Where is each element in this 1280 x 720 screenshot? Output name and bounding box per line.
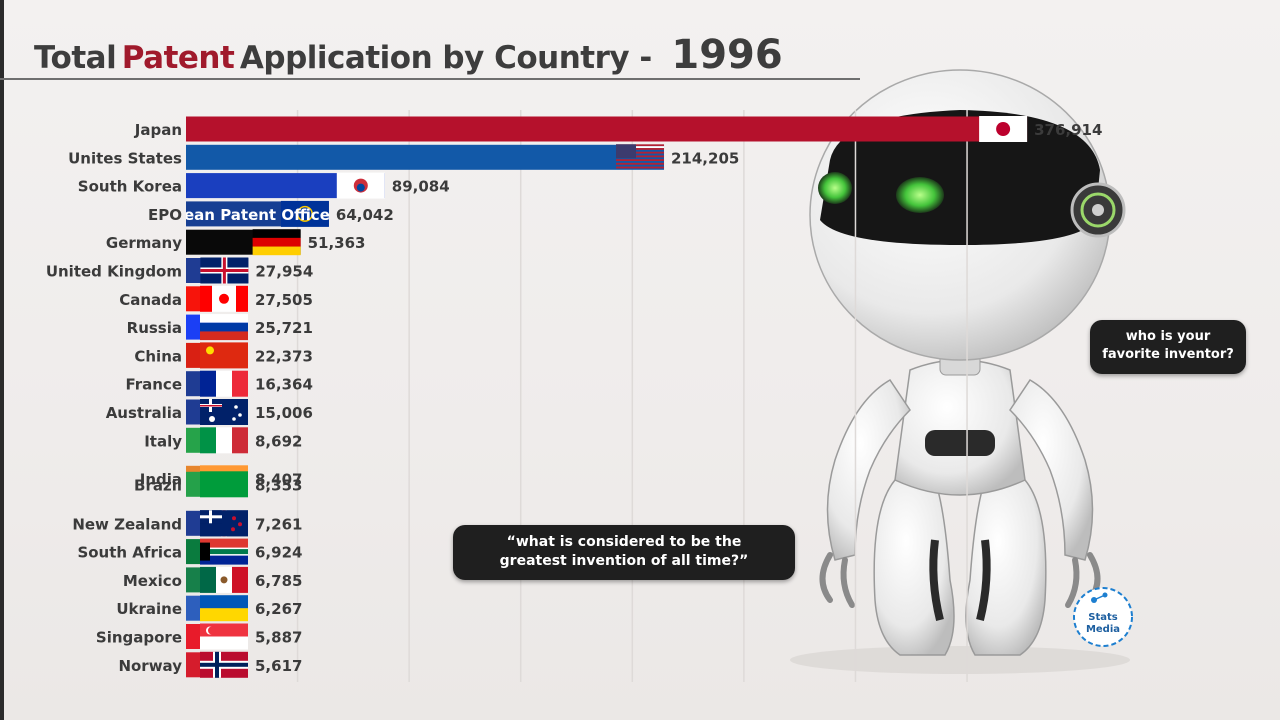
category-label: South Africa xyxy=(77,544,182,562)
country-flag-icon xyxy=(200,651,248,678)
country-flag-icon xyxy=(252,229,301,256)
category-label: Italy xyxy=(144,432,182,450)
category-label: France xyxy=(125,376,182,394)
value-label: 6,267 xyxy=(255,600,302,618)
value-label: 6,785 xyxy=(255,572,302,590)
category-label: Unites States xyxy=(68,149,182,167)
category-label: Mexico xyxy=(123,572,182,590)
value-label: 16,364 xyxy=(255,376,313,394)
stats-media-logo: Stats Media xyxy=(1073,587,1133,647)
category-label: Germany xyxy=(106,234,182,252)
robot-illustration xyxy=(790,69,1130,674)
bubble-text-line: greatest invention of all time?” xyxy=(499,553,749,569)
country-flag-icon xyxy=(200,510,248,537)
country-flag-icon xyxy=(200,566,248,593)
value-label: 5,887 xyxy=(255,629,302,647)
value-label: 22,373 xyxy=(255,347,313,365)
value-label: 27,505 xyxy=(255,291,313,309)
value-label: 25,721 xyxy=(255,319,313,337)
country-flag-icon xyxy=(200,538,248,565)
country-flag-icon xyxy=(200,399,248,425)
country-flag-icon xyxy=(200,285,248,312)
category-label: Norway xyxy=(118,657,182,675)
value-label: 15,006 xyxy=(255,404,313,422)
bar-inline-label: EPOean Patent Office xyxy=(150,206,330,224)
value-label: 7,261 xyxy=(255,515,302,533)
bubble-text-line: favorite inventor? xyxy=(1102,347,1234,362)
country-flag-icon xyxy=(280,200,329,227)
country-flag-icon xyxy=(200,471,248,498)
value-label: 27,954 xyxy=(255,263,313,281)
country-flag-icon xyxy=(200,314,248,341)
country-flag-icon xyxy=(200,370,248,397)
bubble-text-line: who is your xyxy=(1125,329,1211,344)
category-label: Australia xyxy=(106,404,182,422)
title-underline xyxy=(0,78,860,80)
value-label: 5,617 xyxy=(255,657,302,675)
country-flag-icon xyxy=(200,427,248,454)
chart-title: Total Patent Application by Country - 19… xyxy=(34,32,783,82)
value-label: 6,924 xyxy=(255,544,302,562)
category-label: South Korea xyxy=(78,178,182,196)
country-flag-icon xyxy=(200,342,248,369)
title-suffix: Application by Country - xyxy=(239,40,652,76)
category-label: Japan xyxy=(134,121,182,139)
country-flag-icon xyxy=(616,144,665,169)
value-label: 64,042 xyxy=(336,206,394,224)
value-label: 89,084 xyxy=(392,178,450,196)
category-label: India xyxy=(140,470,182,488)
question-bubble-invention: “what is considered to be the greatest i… xyxy=(453,525,795,580)
category-label: New Zealand xyxy=(72,515,182,533)
country-flag-icon xyxy=(200,623,248,650)
country-flag-icon xyxy=(979,116,1028,142)
category-label: Russia xyxy=(127,319,182,337)
country-flag-icon xyxy=(200,595,248,622)
category-label: China xyxy=(134,347,182,365)
year-label: 1996 xyxy=(671,32,783,78)
logo-line1: Stats xyxy=(1088,612,1118,623)
screen-edge xyxy=(0,0,4,720)
country-flag-icon xyxy=(336,172,385,199)
value-label: 214,205 xyxy=(671,149,739,167)
logo-line2: Media xyxy=(1086,624,1120,635)
value-label: 8,407 xyxy=(255,470,302,488)
category-label: EPO xyxy=(148,206,182,224)
title-prefix: Total xyxy=(34,40,117,76)
title-accent-word: Patent xyxy=(121,40,235,76)
question-bubble-inventor: who is your favorite inventor? xyxy=(1090,320,1246,374)
category-label: United Kingdom xyxy=(46,263,182,281)
bubble-text-line: “what is considered to be the xyxy=(506,534,742,550)
category-label: Brazil xyxy=(134,476,182,494)
value-label: 51,363 xyxy=(308,234,366,252)
value-label: 8,692 xyxy=(255,432,302,450)
category-label: Ukraine xyxy=(116,600,182,618)
country-flag-icon xyxy=(200,257,249,284)
value-label: 8,353 xyxy=(255,476,302,494)
bar-japan xyxy=(186,116,1028,142)
category-label: Canada xyxy=(119,291,182,309)
value-label: 376,914 xyxy=(1034,121,1102,139)
category-label: Singapore xyxy=(96,629,182,647)
bar-unites-states xyxy=(186,144,665,170)
